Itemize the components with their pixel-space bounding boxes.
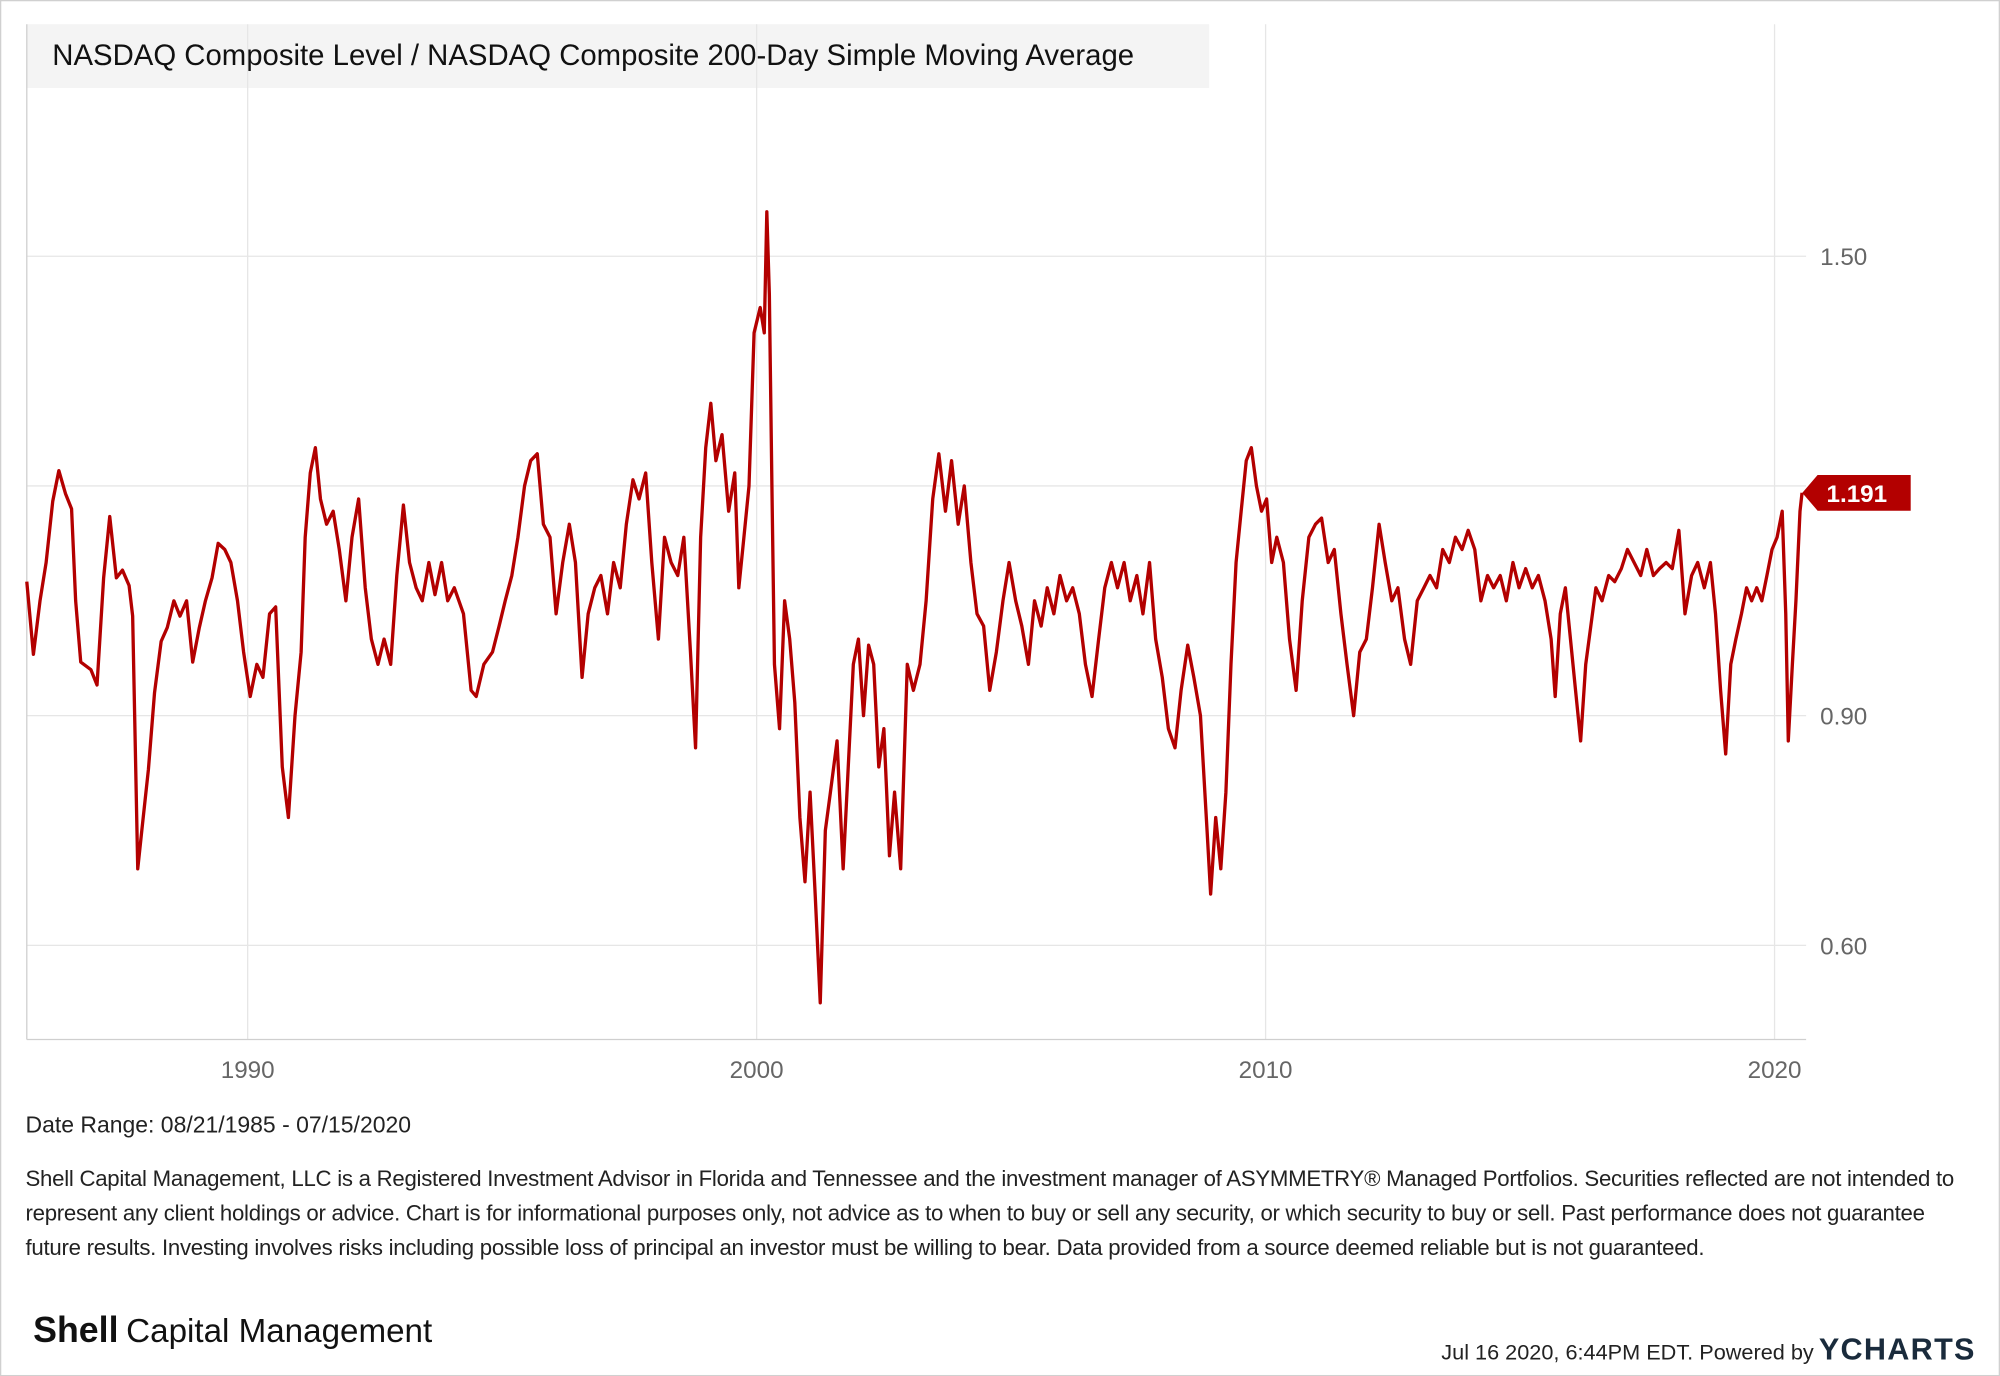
x-tick-label: 2020 — [1748, 1057, 1802, 1084]
timestamp: Jul 16 2020, 6:44PM EDT. Powered by YCHAR… — [1441, 1333, 1975, 1369]
x-tick-label: 1990 — [221, 1057, 275, 1084]
y-tick-label: 1.50 — [1820, 244, 1867, 271]
disclaimer: Shell Capital Management, LLC is a Regis… — [25, 1165, 1955, 1261]
chart-title: NASDAQ Composite Level / NASDAQ Composit… — [52, 39, 1134, 72]
y-tick-label: 0.90 — [1820, 704, 1867, 731]
title-box — [26, 24, 1210, 89]
logo: Shell Capital Management — [33, 1310, 432, 1351]
logo-bold: Shell — [33, 1309, 119, 1350]
chart: NASDAQ Composite Level / NASDAQ Composit… — [25, 24, 1911, 1084]
y-tick-label: 0.60 — [1820, 933, 1867, 960]
date-range: Date Range: 08/21/1985 - 07/15/2020 — [25, 1112, 412, 1138]
last-value-flag — [1802, 474, 1911, 511]
x-tick-label: 2010 — [1239, 1057, 1293, 1084]
line-series — [25, 210, 1804, 1005]
timestamp-text: Jul 16 2020, 6:44PM EDT. Powered by — [1441, 1340, 1814, 1365]
x-tick-label: 2000 — [730, 1057, 784, 1084]
logo-rest: Capital Management — [126, 1311, 433, 1350]
last-value-label: 1.191 — [1827, 481, 1888, 508]
brand: YCHARTS — [1818, 1332, 1976, 1368]
